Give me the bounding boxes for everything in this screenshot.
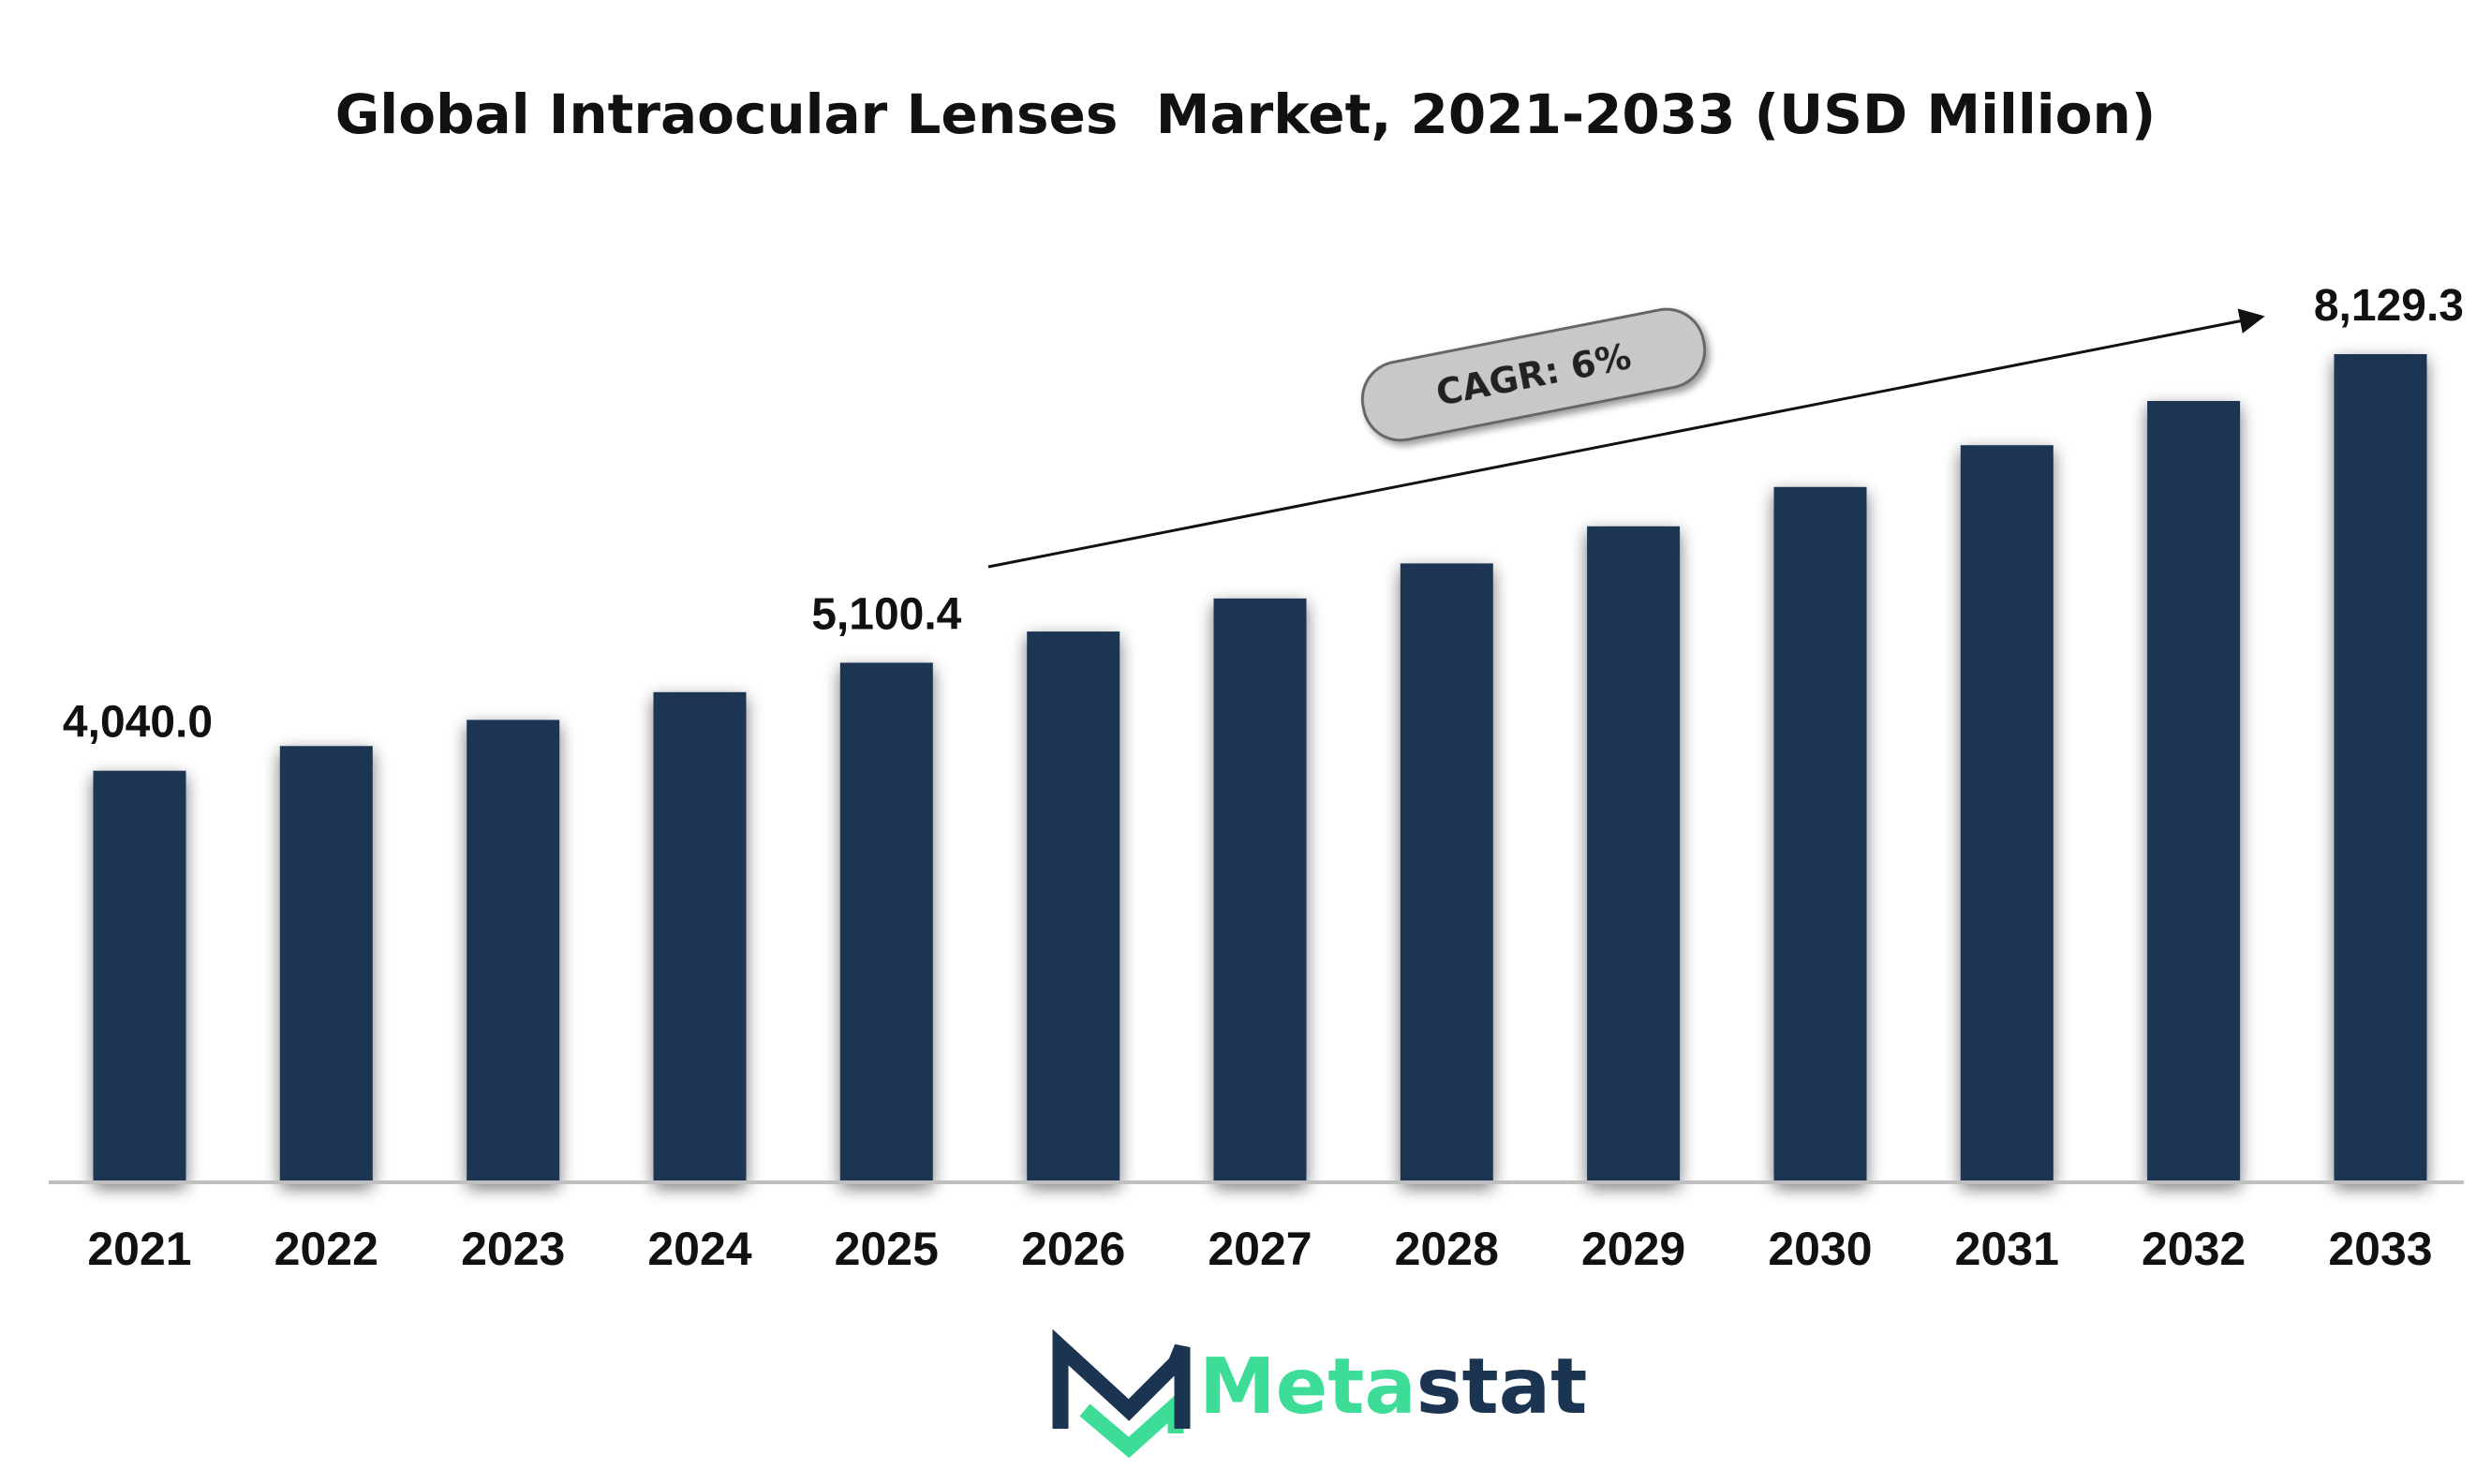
data-label-2033: 8,129.3: [2314, 281, 2464, 331]
bar-2022: [279, 746, 373, 1182]
logo-text-main: stat: [1416, 1343, 1588, 1432]
bar-2025: [839, 662, 933, 1182]
x-tick-label-2032: 2032: [2142, 1223, 2246, 1275]
x-tick-label-2022: 2022: [274, 1223, 378, 1275]
x-tick-label-2030: 2030: [1768, 1223, 1872, 1275]
bar-2027: [1213, 598, 1307, 1182]
x-tick-label-2023: 2023: [461, 1223, 565, 1275]
x-tick-labels: 2021 2022 2023 2024 2025 2026 2027 2028 2029 2030…: [87, 1223, 2432, 1275]
bar-2032: [2147, 401, 2241, 1182]
data-label-2021: 4,040.0: [63, 698, 213, 748]
metastat-m-logo-icon: [1052, 1328, 1191, 1459]
bar-2023: [467, 720, 560, 1182]
chart-title: Global Intraocular Lenses Market, 2021-2…: [334, 82, 2157, 146]
logo-text-accent: Meta: [1199, 1343, 1416, 1432]
cagr-annotation: CAGR: 6%: [987, 307, 2265, 569]
bar-2021: [93, 770, 186, 1182]
bar-2033: [2334, 354, 2427, 1182]
bar-2029: [1587, 526, 1681, 1182]
cagr-pill: [1360, 307, 1707, 442]
x-tick-label-2025: 2025: [835, 1223, 939, 1275]
x-tick-label-2028: 2028: [1395, 1223, 1499, 1275]
metastat-logo: Metastat: [1052, 1328, 1587, 1459]
bar-2024: [653, 691, 747, 1182]
x-tick-label-2031: 2031: [1955, 1223, 2059, 1275]
bar-2030: [1773, 486, 1867, 1182]
x-tick-label-2026: 2026: [1021, 1223, 1125, 1275]
x-tick-label-2021: 2021: [87, 1223, 191, 1275]
bars-group: [93, 354, 2427, 1182]
bar-2031: [1960, 445, 2054, 1182]
x-tick-label-2027: 2027: [1208, 1223, 1312, 1275]
data-labels: 4,040.0 5,100.4 8,129.3: [63, 281, 2464, 748]
svg-text:Metastat: Metastat: [1199, 1343, 1587, 1432]
bar-2026: [1027, 631, 1120, 1182]
x-tick-label-2033: 2033: [2328, 1223, 2432, 1275]
data-label-2025: 5,100.4: [811, 589, 961, 639]
cagr-arrow: [987, 308, 2265, 569]
x-tick-label-2029: 2029: [1581, 1223, 1685, 1275]
x-tick-label-2024: 2024: [647, 1223, 751, 1275]
bar-2028: [1400, 563, 1493, 1182]
